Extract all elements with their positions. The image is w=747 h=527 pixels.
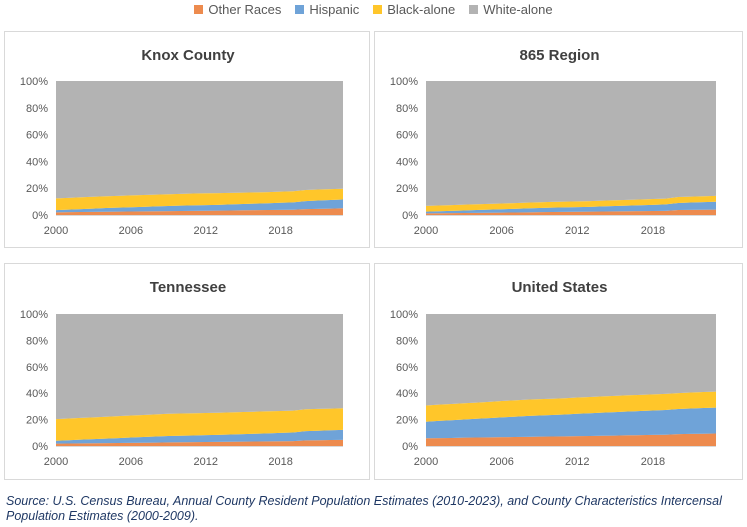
source-note: Source: U.S. Census Bureau, Annual Count… — [6, 494, 722, 523]
x-tick-label: 2000 — [44, 456, 68, 468]
area-other-races — [56, 208, 343, 215]
area-black-alone — [426, 195, 716, 212]
area-white-alone — [56, 314, 343, 420]
y-tick-label: 80% — [396, 103, 418, 115]
panel-tennessee: Tennessee 0% 20% 40% 60% 80% 100% 2000 2006 2012 2… — [4, 263, 370, 480]
y-tick-label: 80% — [396, 335, 418, 347]
area-white-alone — [426, 81, 716, 206]
area-hispanic — [56, 429, 343, 444]
chart-knox-county: Knox County 0% 20% 40% 60% 80% 100% 2000 2006 201… — [20, 47, 343, 237]
y-tick-label: 100% — [20, 76, 48, 88]
area-black-alone — [56, 188, 343, 211]
legend-swatch — [295, 4, 305, 14]
panel-knox-county: Knox County 0% 20% 40% 60% 80% 100% 2000 2006 201… — [4, 31, 370, 248]
chart-tennessee: Tennessee 0% 20% 40% 60% 80% 100% 2000 2006 2012 2… — [20, 279, 343, 468]
y-tick-label: 20% — [26, 415, 48, 427]
legend-item-other-races: Other Races — [194, 2, 281, 17]
y-tick-label: 0% — [402, 441, 418, 453]
panel-865-region: 865 Region 0% 20% 40% 60% 80% 100% 2000 2006 2012… — [374, 31, 743, 248]
x-tick-label: 2018 — [641, 225, 665, 237]
x-tick-label: 2012 — [193, 225, 217, 237]
legend-item-white-alone: White-alone — [469, 1, 553, 17]
x-tick-label: 2018 — [268, 456, 292, 468]
area-layers — [426, 81, 716, 215]
x-tick-label: 2000 — [414, 225, 438, 237]
x-tick-label: 2000 — [44, 225, 68, 237]
chart-865-region: 865 Region 0% 20% 40% 60% 80% 100% 2000 2006 2012… — [390, 47, 716, 237]
y-tick-label: 80% — [26, 103, 48, 115]
legend-label: Other Races — [208, 1, 282, 17]
chart-title: Knox County — [141, 47, 235, 64]
chart-legend: Other Races Hispanic Black-alone White-alon… — [0, 0, 747, 18]
y-tick-label: 100% — [390, 76, 418, 88]
legend-item-black-alone: Black-alone — [373, 2, 455, 17]
area-white-alone — [426, 314, 716, 406]
area-hispanic — [426, 407, 716, 439]
x-tick-label: 2006 — [119, 456, 143, 468]
y-tick-label: 0% — [32, 210, 48, 222]
legend-swatch — [469, 4, 479, 14]
area-hispanic — [426, 201, 716, 214]
legend-swatch — [194, 4, 204, 14]
x-tick-label: 2018 — [641, 456, 665, 468]
area-other-races — [426, 433, 716, 446]
x-tick-label: 2000 — [414, 456, 438, 468]
y-tick-label: 80% — [26, 335, 48, 347]
area-white-alone — [56, 81, 343, 199]
area-other-races — [56, 439, 343, 446]
x-tick-label: 2012 — [565, 456, 589, 468]
x-tick-label: 2012 — [565, 225, 589, 237]
x-tick-label: 2006 — [489, 456, 513, 468]
legend-item-hispanic: Hispanic — [295, 2, 359, 17]
panel-united-states: United States 0% 20% 40% 60% 80% 100% 2000 2006 2… — [374, 263, 743, 480]
legend-swatch — [373, 4, 383, 14]
area-layers — [426, 314, 716, 446]
y-tick-label: 0% — [32, 441, 48, 453]
area-hispanic — [56, 199, 343, 213]
y-tick-label: 40% — [396, 388, 418, 400]
y-tick-label: 60% — [26, 130, 48, 142]
x-tick-label: 2018 — [268, 225, 292, 237]
area-layers — [56, 81, 343, 215]
y-tick-label: 60% — [26, 362, 48, 374]
y-tick-label: 20% — [396, 183, 418, 195]
y-tick-label: 100% — [390, 309, 418, 321]
legend-label: Black-alone — [387, 1, 456, 17]
chart-title: 865 Region — [519, 47, 599, 64]
legend-label: White-alone — [483, 1, 553, 17]
chart-united-states: United States 0% 20% 40% 60% 80% 100% 2000 2006 2… — [390, 279, 716, 468]
area-black-alone — [426, 391, 716, 422]
y-tick-label: 40% — [396, 156, 418, 168]
y-tick-label: 60% — [396, 130, 418, 142]
y-tick-label: 0% — [402, 210, 418, 222]
y-tick-label: 20% — [26, 183, 48, 195]
y-tick-label: 20% — [396, 415, 418, 427]
x-tick-label: 2012 — [193, 456, 217, 468]
y-tick-label: 40% — [26, 156, 48, 168]
x-tick-label: 2006 — [119, 225, 143, 237]
chart-title: United States — [512, 279, 608, 296]
area-black-alone — [56, 408, 343, 441]
y-tick-label: 40% — [26, 388, 48, 400]
chart-title: Tennessee — [150, 279, 226, 296]
y-tick-label: 60% — [396, 362, 418, 374]
area-layers — [56, 314, 343, 446]
legend-label: Hispanic — [309, 1, 360, 17]
x-tick-label: 2006 — [489, 225, 513, 237]
y-tick-label: 100% — [20, 309, 48, 321]
area-other-races — [426, 209, 716, 215]
